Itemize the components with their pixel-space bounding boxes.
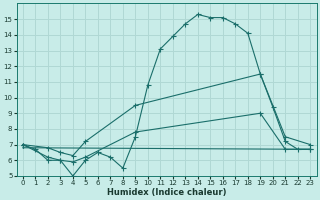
X-axis label: Humidex (Indice chaleur): Humidex (Indice chaleur) <box>107 188 226 197</box>
